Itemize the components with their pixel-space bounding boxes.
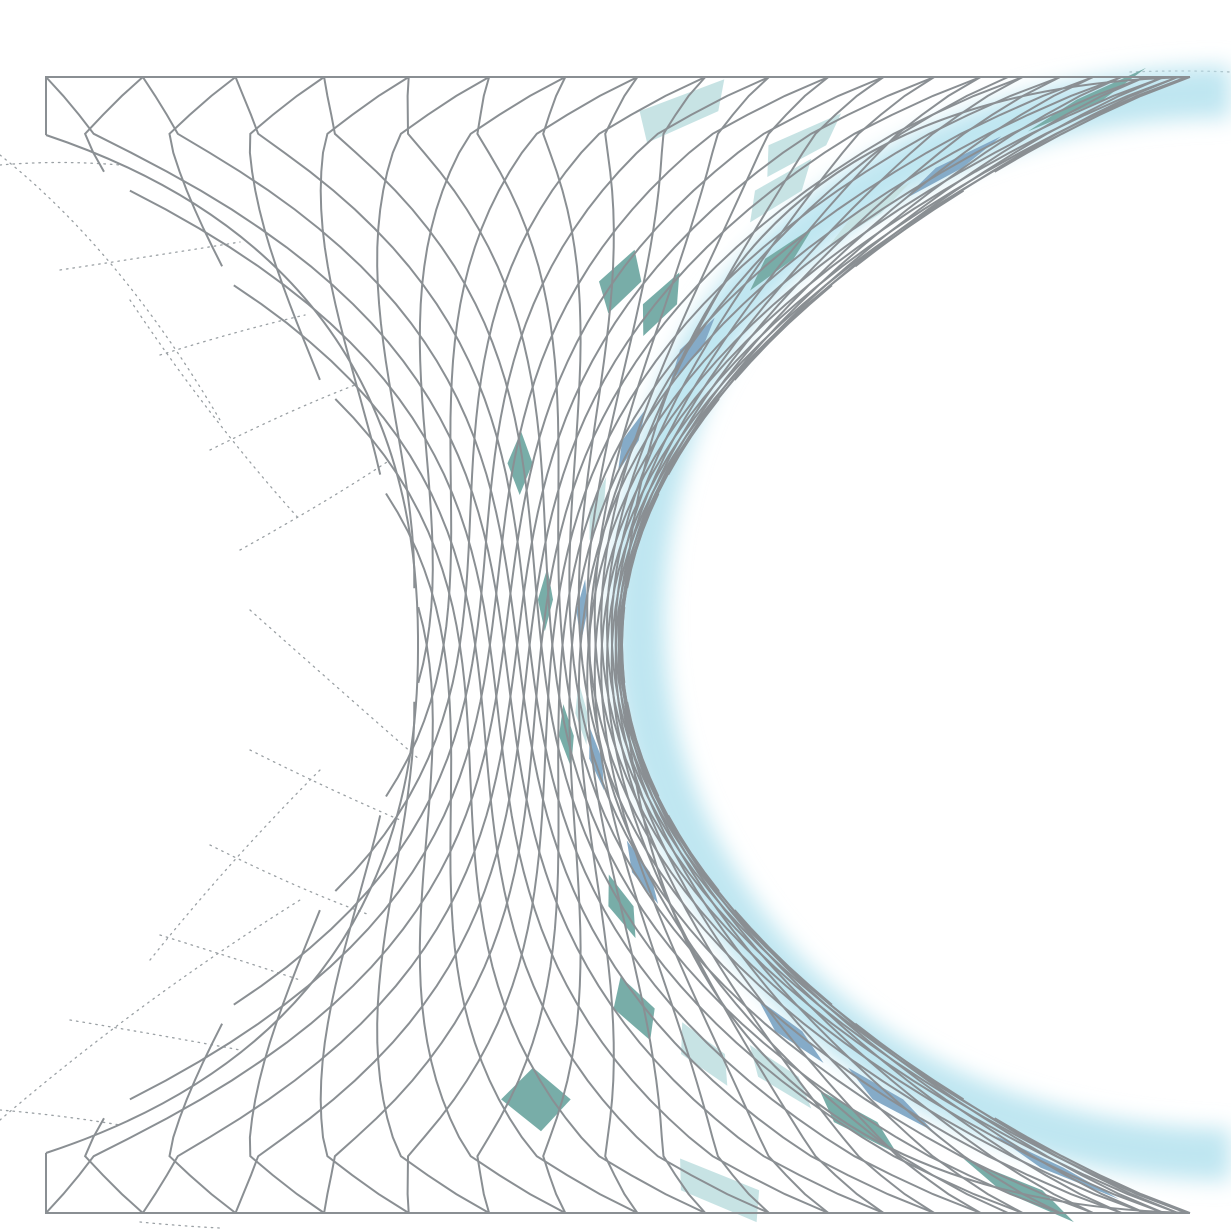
grid-line: [234, 76, 981, 1214]
grid-line: [406, 76, 1061, 1214]
grid-line: [376, 701, 490, 1214]
grid-cell: [767, 113, 842, 177]
grid-line: [323, 76, 1023, 1214]
grid-line: [168, 76, 237, 267]
grid-line: [129, 76, 829, 1101]
grid-line: [854, 76, 1179, 268]
grid-line: [667, 814, 1146, 1214]
grid-cell: [670, 317, 715, 382]
grid-cell: [681, 1022, 728, 1086]
grid-cell: [639, 79, 725, 143]
grid-line: [141, 76, 935, 1214]
grid-lines: [45, 76, 1191, 1214]
grid-line: [600, 76, 1188, 1214]
grid-line: [406, 76, 1061, 1214]
grid-line: [334, 398, 706, 1214]
grid-line: [319, 815, 410, 1214]
grid-line: [733, 909, 1165, 1214]
grid-line: [83, 1117, 144, 1214]
grid-line: [248, 76, 325, 381]
grid-cell: [750, 158, 812, 223]
grid-line: [319, 76, 410, 475]
grid-line: [854, 1022, 1179, 1214]
grid-cell: [507, 431, 533, 495]
grid-line: [994, 76, 1188, 173]
grid-line: [417, 76, 566, 684]
grid-line: [994, 1117, 1188, 1214]
grid-line: [45, 76, 884, 1214]
grid-cell: [599, 249, 642, 314]
grid-cell: [501, 1067, 571, 1132]
grid-line: [417, 606, 566, 1214]
glow-arc: [612, 66, 1231, 1181]
grid-line: [667, 76, 1146, 476]
grid-line: [588, 76, 1009, 1214]
grid-line: [593, 76, 1179, 1214]
grid-cell: [613, 976, 655, 1041]
grid-line: [334, 76, 706, 892]
grid-line: [376, 76, 490, 589]
grid-line: [83, 76, 144, 173]
grid-line: [476, 76, 1094, 1214]
grid-line: [577, 76, 1146, 1214]
grid-line: [605, 76, 1191, 1214]
grid-line: [626, 701, 1122, 1214]
grid-line: [129, 189, 829, 1214]
grid-line: [626, 76, 1122, 589]
left-boundary-curve: [45, 134, 420, 1154]
grid-line: [733, 76, 1165, 381]
grid-line: [248, 909, 325, 1214]
grid-line: [168, 1023, 237, 1214]
right-boundary-curve: [620, 76, 1191, 1214]
grid-line: [542, 76, 1122, 1214]
frame-outline: [45, 76, 1190, 1214]
